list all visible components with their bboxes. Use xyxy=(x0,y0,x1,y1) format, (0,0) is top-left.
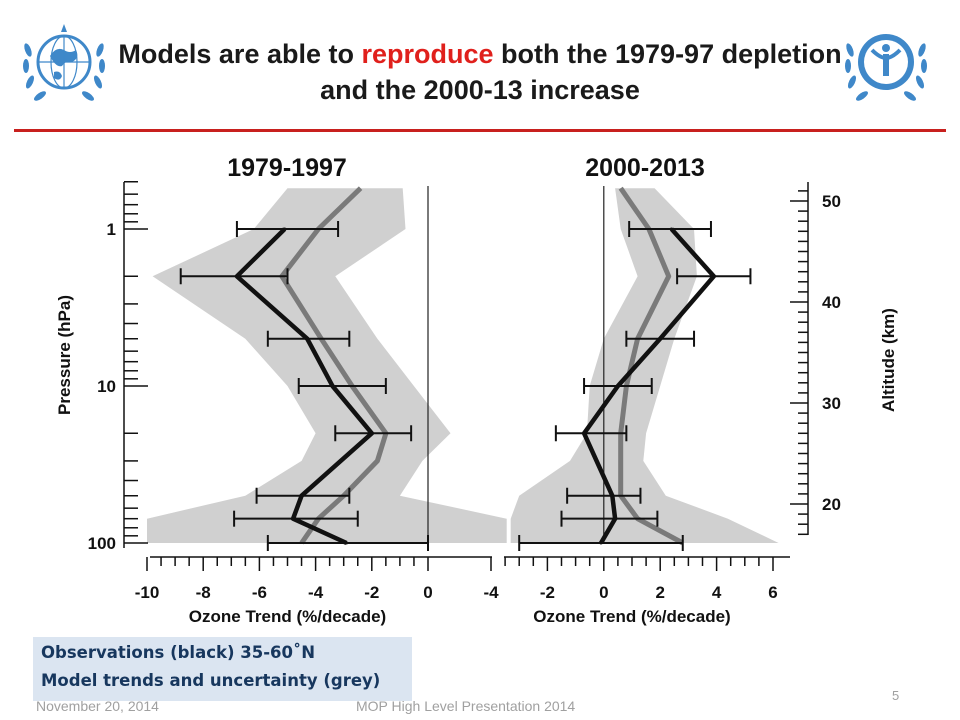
footer-presentation: MOP High Level Presentation 2014 xyxy=(356,698,576,714)
panel2-obs-point xyxy=(616,384,620,388)
legend-box: Observations (black) 35-60˚N Model trend… xyxy=(33,637,412,701)
panel1-x-tick-label: -2 xyxy=(364,583,379,602)
panel2-x-tick-label: -2 xyxy=(540,583,555,602)
panel1-obs-error-bar xyxy=(235,221,340,237)
slide-title: Models are able to reproduce both the 19… xyxy=(110,36,850,108)
slide-title-part1: Models are able to xyxy=(118,39,362,69)
pressure-tick-label: 10 xyxy=(97,377,116,396)
panel1-x-tick-label: -6 xyxy=(252,583,267,602)
panel2-x-tick-label: 2 xyxy=(655,583,664,602)
legend-observations: Observations (black) 35-60˚N xyxy=(41,643,316,662)
altitude-tick-label: 40 xyxy=(822,293,841,312)
panel1-obs-error-bar xyxy=(297,378,387,394)
slide-title-highlight: reproduce xyxy=(361,39,494,69)
footer-date: November 20, 2014 xyxy=(36,698,159,714)
panel2-title: 2000-2013 xyxy=(585,154,705,182)
panel1-x-axis-label: Ozone Trend (%/decade) xyxy=(189,607,386,626)
panel1-title: 1979-1997 xyxy=(227,154,347,182)
panel2-obs-point xyxy=(610,494,614,498)
slide-number: 5 xyxy=(892,688,900,703)
panel1-obs-point xyxy=(235,274,239,278)
panel1-obs-point xyxy=(291,517,295,521)
panel1-obs-point xyxy=(305,337,309,341)
slide-title-part2: both the 1979-97 depletion and the 2000-… xyxy=(320,39,842,105)
title-divider xyxy=(14,129,946,132)
pressure-tick-label: 1 xyxy=(107,220,116,239)
altitude-tick-label: 30 xyxy=(822,394,841,413)
panel1-obs-point xyxy=(300,494,304,498)
panel1-obs-point xyxy=(345,541,349,545)
altitude-tick-label: 50 xyxy=(822,192,841,211)
altitude-tick-label: 20 xyxy=(822,495,841,514)
altitude-axis-label: Altitude (km) xyxy=(879,308,898,412)
pressure-tick-label: 100 xyxy=(88,534,116,553)
wmo-emblem-icon xyxy=(23,24,105,101)
panel1-x-tick-label: -8 xyxy=(196,583,211,602)
panel2-obs-point xyxy=(613,517,617,521)
legend-models: Model trends and uncertainty (grey) xyxy=(41,671,381,690)
panel1-obs-point xyxy=(370,431,374,435)
panel1-obs-trend-line xyxy=(234,227,375,546)
panel1-x-tick-label: -4 xyxy=(308,583,324,602)
panel2-obs-error-bar xyxy=(554,425,628,442)
panel2-obs-point xyxy=(712,274,716,278)
panel2-x-axis-label: Ozone Trend (%/decade) xyxy=(533,607,730,626)
panel1-model-uncertainty-band xyxy=(147,188,507,543)
panel2-obs-point xyxy=(658,337,662,341)
panel2-model-uncertainty-band xyxy=(510,188,779,543)
panel1-obs-point xyxy=(283,227,287,231)
pressure-axis-label: Pressure (hPa) xyxy=(55,295,74,415)
panel1-obs-error-bar xyxy=(179,268,289,285)
panel2-obs-point xyxy=(599,541,603,545)
panel1-model-trend-line xyxy=(279,186,389,545)
panel2-x-tick-label: -4 xyxy=(483,583,499,602)
unep-emblem-icon xyxy=(845,34,927,101)
panel1-x-tick-label: 0 xyxy=(423,583,432,602)
panel1-obs-point xyxy=(330,384,334,388)
panel2-obs-point xyxy=(582,431,586,435)
panel2-model-trend-line xyxy=(618,186,684,546)
panel2-obs-error-bar xyxy=(566,487,642,504)
panel2-obs-point xyxy=(669,227,673,231)
panel1-x-tick-label: -10 xyxy=(135,583,160,602)
panel2-obs-error-bar xyxy=(560,510,659,527)
panel2-x-tick-label: 4 xyxy=(712,583,722,602)
panel2-x-tick-label: 0 xyxy=(599,583,608,602)
panel2-x-tick-label: 6 xyxy=(768,583,777,602)
panel2-obs-trend-line xyxy=(581,227,717,545)
